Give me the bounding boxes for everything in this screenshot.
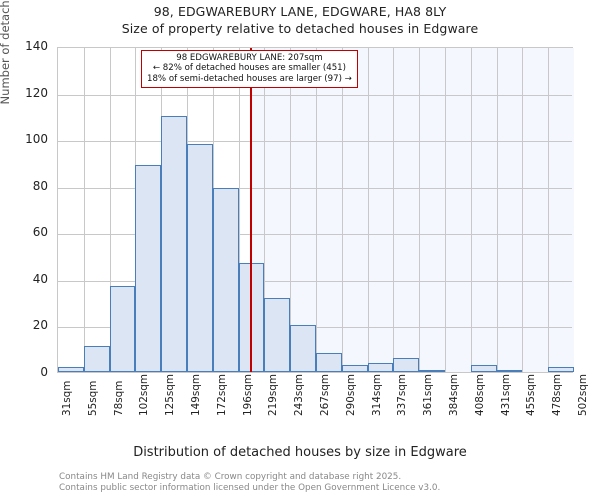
gridline-horizontal	[58, 187, 572, 189]
y-axis-tick-label: 100	[25, 132, 48, 147]
page-title: 98, EDGWAREBURY LANE, EDGWARE, HA8 8LY	[153, 4, 447, 19]
gridline-horizontal	[58, 280, 572, 282]
histogram-bar	[109, 285, 136, 372]
x-axis-tick-label: 314sqm	[370, 374, 383, 416]
y-axis-tick-label: 40	[32, 271, 48, 286]
x-axis-tick-label: 31sqm	[61, 380, 73, 416]
y-axis-tick-label: 20	[32, 318, 48, 333]
gridline-vertical	[238, 48, 240, 372]
gridline-vertical	[393, 48, 395, 372]
histogram-bar	[419, 369, 445, 372]
histogram-bar	[161, 115, 187, 372]
attribution-footer: Contains HM Land Registry data © Crown c…	[59, 472, 599, 493]
histogram-bar	[470, 365, 497, 372]
gridline-horizontal	[58, 234, 572, 236]
histogram-bar	[496, 369, 523, 372]
x-axis-tick-label: 219sqm	[267, 374, 280, 416]
histogram-bar	[367, 362, 394, 372]
x-axis-tick-label: 149sqm	[190, 374, 202, 416]
x-axis-tick-label: 55sqm	[86, 380, 99, 416]
footer-line-1: Contains HM Land Registry data © Crown c…	[59, 472, 402, 482]
x-axis-tick-label: 384sqm	[448, 374, 460, 416]
gridline-vertical	[316, 48, 317, 372]
y-axis-tick-label: 0	[40, 365, 48, 379]
x-axis-tick-label: 125sqm	[164, 374, 177, 416]
histogram-bar	[316, 353, 342, 372]
histogram-bar	[83, 346, 110, 372]
x-axis-tick-label: 267sqm	[319, 374, 331, 416]
footer-line-2: Contains public sector information licen…	[59, 482, 441, 493]
x-axis-tick-label: 408sqm	[473, 374, 486, 416]
property-size-marker-line	[249, 48, 252, 372]
y-axis-tick-label: 140	[25, 39, 48, 53]
gridline-vertical	[367, 48, 369, 372]
gridline-horizontal	[58, 94, 572, 96]
larger-region-shading	[250, 48, 574, 372]
x-axis-tick-label: 478sqm	[551, 374, 564, 416]
gridline-vertical	[264, 48, 266, 372]
histogram-bar	[212, 188, 239, 372]
plot-area	[57, 47, 574, 373]
gridline-vertical	[419, 48, 421, 372]
gridline-vertical	[470, 48, 472, 372]
gridline-vertical	[445, 48, 446, 372]
x-axis-tick-label: 431sqm	[499, 374, 512, 416]
gridline-vertical	[522, 48, 524, 372]
y-axis-tick-label: 120	[25, 85, 48, 100]
annotation-line-2: ← 82% of detached houses are smaller (45…	[152, 63, 346, 74]
x-axis-tick-label: 361sqm	[422, 374, 435, 416]
histogram-bar	[393, 358, 420, 372]
annotation-line-1: 98 EDGWAREBURY LANE: 207sqm	[176, 53, 323, 63]
x-axis-tick-label: 172sqm	[215, 374, 228, 416]
histogram-bar	[290, 325, 316, 372]
histogram-bar	[135, 164, 162, 372]
x-axis-tick-label: 455sqm	[525, 374, 538, 416]
histogram-bar	[58, 367, 84, 372]
y-axis-tick-label: 80	[32, 178, 48, 193]
x-axis-tick-label: 196sqm	[241, 374, 254, 416]
histogram-bar	[548, 367, 574, 372]
gridline-horizontal	[58, 141, 572, 143]
gridline-vertical	[341, 48, 343, 372]
x-axis-tick-label: 78sqm	[112, 380, 125, 416]
gridline-vertical	[109, 48, 111, 372]
x-axis-tick-label: 290sqm	[344, 374, 357, 416]
histogram-bar	[341, 365, 368, 372]
x-axis-tick-label: 243sqm	[293, 374, 306, 416]
chart-subtitle: Size of property relative to detached ho…	[121, 21, 479, 36]
histogram-bar	[187, 143, 213, 372]
x-axis-title: Distribution of detached houses by size …	[133, 445, 467, 460]
x-axis-tick-label: 102sqm	[138, 374, 151, 416]
x-axis-tick-label: 337sqm	[396, 374, 409, 416]
annotation-box: 98 EDGWAREBURY LANE: 207sqm ← 82% of det…	[141, 50, 358, 89]
gridline-vertical	[290, 48, 292, 372]
annotation-line-3: 18% of semi-detached houses are larger (…	[147, 73, 352, 84]
histogram-bar	[264, 297, 291, 372]
gridline-vertical	[83, 48, 85, 372]
gridline-vertical	[548, 48, 550, 372]
x-axis-tick-label: 502sqm	[577, 374, 589, 416]
y-axis-tick-label: 60	[32, 225, 48, 240]
gridline-vertical	[496, 48, 498, 372]
